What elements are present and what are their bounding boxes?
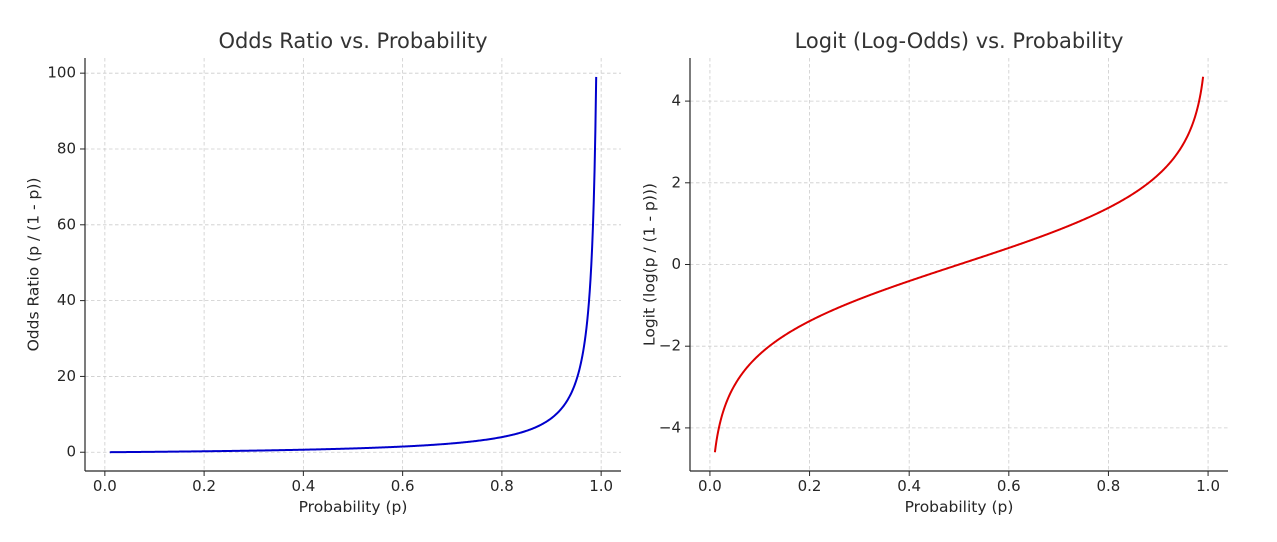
y-axis-label: Logit (log(p / (1 - p))) bbox=[641, 183, 659, 346]
y-tick-label: 20 bbox=[57, 367, 76, 385]
series-line bbox=[713, 76, 1205, 453]
grid-lines bbox=[85, 58, 621, 471]
y-tick-label: 40 bbox=[57, 291, 76, 309]
grid-lines bbox=[690, 58, 1228, 471]
x-axis-label: Probability (p) bbox=[905, 498, 1014, 516]
y-tick-label: 4 bbox=[671, 92, 681, 110]
y-tick-label: −2 bbox=[659, 337, 681, 355]
x-tick-label: 0.6 bbox=[997, 477, 1021, 495]
series-lines bbox=[109, 76, 598, 454]
chart-title: Logit (Log-Odds) vs. Probability bbox=[795, 29, 1124, 53]
y-tick-label: 100 bbox=[47, 64, 76, 82]
x-ticks: 0.0 0.2 0.4 0.6 0.8 1.0 bbox=[698, 471, 1220, 495]
chart-title: Odds Ratio vs. Probability bbox=[218, 29, 487, 53]
y-ticks: −4 −2 0 2 4 bbox=[659, 92, 690, 436]
y-tick-label: 0 bbox=[66, 443, 76, 461]
x-ticks: 0.0 0.2 0.4 0.6 0.8 1.0 bbox=[93, 471, 613, 495]
y-axis-label: Odds Ratio (p / (1 - p)) bbox=[25, 178, 43, 352]
y-tick-label: 60 bbox=[57, 215, 76, 233]
y-ticks: 0 20 40 60 80 100 bbox=[47, 64, 85, 461]
series-line bbox=[109, 76, 598, 454]
x-tick-label: 1.0 bbox=[589, 477, 613, 495]
x-tick-label: 0.8 bbox=[1097, 477, 1121, 495]
x-tick-label: 0.0 bbox=[93, 477, 117, 495]
axis-spines bbox=[84, 58, 621, 472]
y-tick-label: 2 bbox=[671, 173, 681, 191]
logit-chart: 0.0 0.2 0.4 0.6 0.8 1.0 −4 −2 0 2 4 Logit (Log-Od… bbox=[641, 29, 1228, 516]
x-axis-label: Probability (p) bbox=[299, 498, 408, 516]
series-lines bbox=[713, 76, 1205, 453]
x-tick-label: 0.4 bbox=[291, 477, 315, 495]
x-tick-label: 0.2 bbox=[798, 477, 822, 495]
x-tick-label: 0.0 bbox=[698, 477, 722, 495]
x-tick-label: 1.0 bbox=[1196, 477, 1220, 495]
x-tick-label: 0.6 bbox=[391, 477, 415, 495]
y-tick-label: 0 bbox=[671, 255, 681, 273]
y-tick-label: −4 bbox=[659, 418, 681, 436]
x-tick-label: 0.2 bbox=[192, 477, 216, 495]
x-tick-label: 0.8 bbox=[490, 477, 514, 495]
odds-ratio-chart: 0.0 0.2 0.4 0.6 0.8 1.0 0 20 40 60 80 100 Odds Rat… bbox=[25, 29, 621, 516]
y-tick-label: 80 bbox=[57, 139, 76, 157]
x-tick-label: 0.4 bbox=[897, 477, 921, 495]
